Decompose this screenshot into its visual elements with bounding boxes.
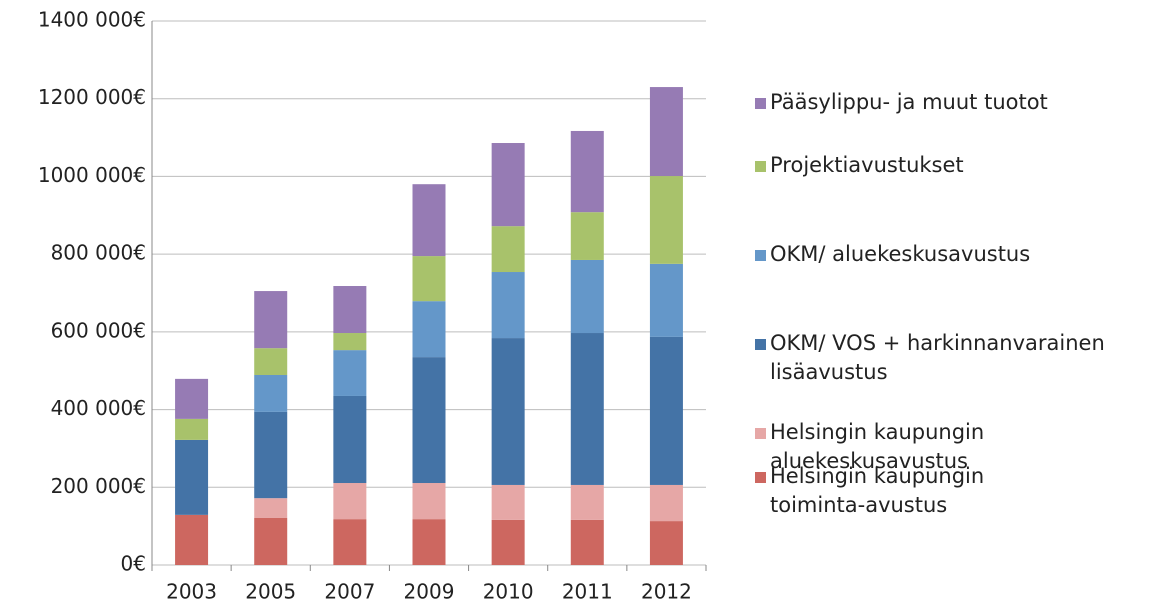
bar-segment bbox=[175, 418, 209, 440]
bar-segment bbox=[412, 483, 446, 520]
legend-entry: Helsingin kaupungin aluekeskusavustus bbox=[752, 418, 1042, 476]
bar-segment bbox=[254, 498, 288, 518]
legend-entry: Projektiavustukset bbox=[752, 151, 1148, 180]
bar-segment bbox=[333, 519, 367, 565]
y-tick-label: 0€ bbox=[121, 552, 146, 576]
bar-segment bbox=[649, 521, 683, 565]
bar-segment bbox=[491, 226, 525, 273]
bar-segment bbox=[254, 291, 288, 349]
legend-swatch bbox=[755, 339, 766, 350]
bar-segment bbox=[649, 176, 683, 264]
legend-label: Helsingin kaupungin aluekeskusavustus bbox=[770, 420, 985, 473]
legend-label: Projektiavustukset bbox=[770, 153, 964, 177]
y-tick-label: 200 000€ bbox=[51, 474, 146, 498]
x-tick-label: 2011 bbox=[562, 580, 613, 604]
bar-segment bbox=[254, 374, 288, 412]
legend-swatch bbox=[755, 428, 766, 439]
y-tick-label: 600 000€ bbox=[51, 318, 146, 342]
bar-segment bbox=[412, 256, 446, 302]
bar-segment bbox=[175, 514, 209, 565]
bar-segment bbox=[175, 439, 209, 515]
bar-segment bbox=[333, 286, 367, 334]
y-tick-label: 400 000€ bbox=[51, 396, 146, 420]
legend-swatch bbox=[755, 250, 766, 261]
bar-segment bbox=[333, 350, 367, 396]
bar-segment bbox=[333, 333, 367, 351]
legend-entry: Helsingin kaupungin toiminta-avustus bbox=[752, 462, 1062, 520]
bar-segment bbox=[412, 184, 446, 257]
bar-segment bbox=[649, 87, 683, 177]
bar-segment bbox=[570, 333, 604, 485]
y-tick-label: 1400 000€ bbox=[38, 8, 146, 32]
bar-segment bbox=[412, 519, 446, 565]
bar-segment bbox=[649, 263, 683, 337]
x-tick-label: 2003 bbox=[166, 580, 217, 604]
bar-segment bbox=[570, 212, 604, 260]
y-tick-label: 1000 000€ bbox=[38, 163, 146, 187]
bar-segment bbox=[254, 348, 288, 375]
legend-entry: OKM/ VOS + harkinnanvarainen lisäavustus bbox=[752, 329, 1148, 387]
legend: Helsingin kaupungin toiminta-avustus Hels… bbox=[752, 0, 1150, 609]
legend-swatch bbox=[755, 161, 766, 172]
legend-entry: OKM/ aluekeskusavustus bbox=[752, 240, 1148, 269]
bar-segment bbox=[649, 484, 683, 522]
x-tick-label: 2005 bbox=[245, 580, 296, 604]
x-tick-label: 2007 bbox=[324, 580, 375, 604]
bar-segment bbox=[412, 357, 446, 484]
bar-segment bbox=[649, 336, 683, 485]
x-tick-label: 2010 bbox=[483, 580, 534, 604]
bar-segment bbox=[254, 411, 288, 499]
y-tick-label: 800 000€ bbox=[51, 241, 146, 265]
legend-swatch bbox=[755, 472, 766, 483]
bar-segment bbox=[491, 338, 525, 485]
bar-segment bbox=[254, 517, 288, 565]
y-tick-label: 1200 000€ bbox=[38, 85, 146, 109]
legend-label: OKM/ VOS + harkinnanvarainen lisäavustus bbox=[770, 331, 1105, 384]
bar-segment bbox=[570, 484, 604, 520]
legend-label: Helsingin kaupungin toiminta-avustus bbox=[770, 464, 985, 517]
x-tick-label: 2012 bbox=[641, 580, 692, 604]
bar-segment bbox=[412, 301, 446, 358]
bar-segment bbox=[333, 395, 367, 484]
bar-segment bbox=[570, 130, 604, 213]
bar-segment bbox=[491, 519, 525, 565]
bar-segment bbox=[333, 483, 367, 520]
bar-segment bbox=[491, 143, 525, 227]
chart: 0€ 200 000€ 400 000€ 600 000€ 800 000€ 1000 0… bbox=[38, 8, 707, 604]
legend-label: OKM/ aluekeskusavustus bbox=[770, 242, 1031, 266]
legend-swatch bbox=[755, 98, 766, 109]
bar-segment bbox=[491, 272, 525, 339]
bar-segment bbox=[491, 484, 525, 520]
bar-segment bbox=[570, 259, 604, 334]
legend-entry: Pääsylippu- ja muut tuotot bbox=[752, 88, 1148, 117]
x-tick-label: 2009 bbox=[404, 580, 455, 604]
legend-label: Pääsylippu- ja muut tuotot bbox=[770, 90, 1048, 114]
bar-segment bbox=[570, 519, 604, 565]
bar-segment bbox=[175, 378, 209, 419]
